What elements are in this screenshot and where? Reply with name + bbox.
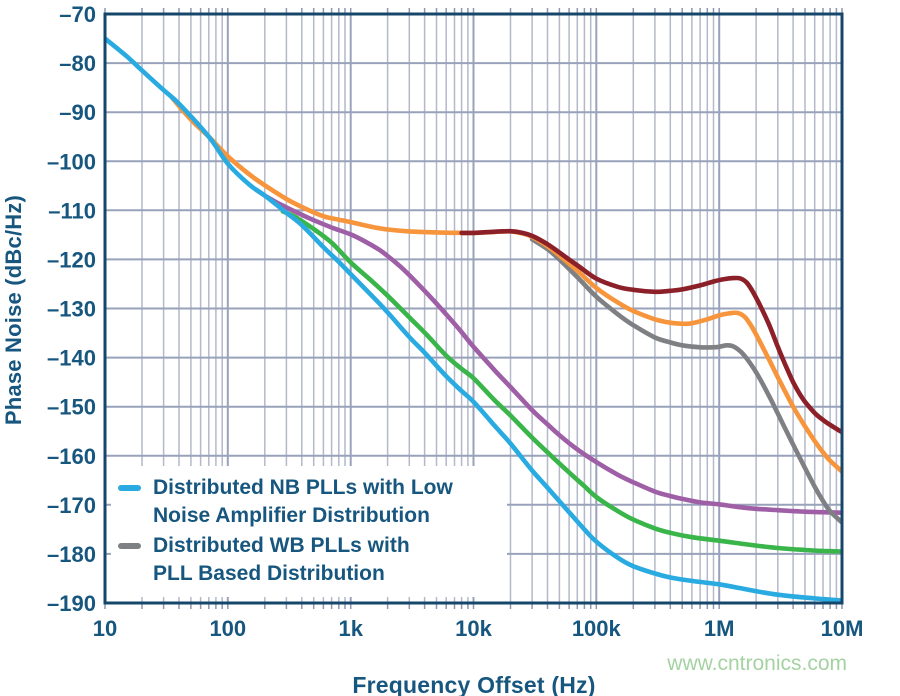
curve-green-pll [280,209,842,554]
legend-label-wb-line2: PLL Based Distribution [153,562,385,585]
legend-swatch-wb [118,543,141,549]
y-tick-label: –190 [47,591,96,616]
y-tick-label: –80 [59,51,96,76]
curve-purple-pll [253,187,842,515]
legend-item-nb-plls: Distributed NB PLLs with Low Noise Ampli… [111,474,507,530]
y-tick-label: –180 [47,542,96,567]
x-axis-title: Frequency Offset (Hz) [352,672,596,696]
x-tick-label: 1M [704,616,735,641]
curve-maroon-pll [459,228,842,435]
watermark: www.cntronics.com [667,652,847,675]
legend-label-wb: Distributed WB PLLs with PLL Based Distr… [153,532,410,588]
y-axis-title: Phase Noise (dBc/Hz) [1,194,26,426]
x-tick-label: 10M [821,616,864,641]
legend: Distributed NB PLLs with Low Noise Ampli… [111,466,507,597]
legend-item-wb-plls: Distributed WB PLLs with PLL Based Distr… [111,532,507,588]
y-tick-labels: –70 –80 –90 –100 –110 –120 –130 –140 –150 –160 –17… [47,2,96,616]
y-tick-label: –140 [47,346,96,371]
y-tick-label: –100 [47,149,96,174]
y-tick-label: –150 [47,395,96,420]
x-tick-label: 100k [572,616,622,641]
y-tick-label: –70 [59,2,96,27]
y-tick-label: –170 [47,493,96,518]
x-tick-label: 1k [338,616,363,641]
legend-label-wb-line1: Distributed WB PLLs with [153,534,410,557]
x-tick-label: 100 [209,616,246,641]
curve-distributed-nb-plls-low-noise-amplifier-distribution [105,36,842,603]
y-tick-label: –110 [48,198,96,223]
curve-orange-pll [169,95,842,474]
y-tick-label: –160 [47,444,96,469]
legend-label-nb-line2: Noise Amplifier Distribution [153,504,430,527]
curve-distributed-wb-plls-pll-based-distribution [529,237,842,525]
x-tick-label: 10 [93,616,117,641]
y-tick-label: –90 [59,100,96,125]
y-tick-label: –120 [47,247,96,272]
x-tick-labels: 10 100 1k 10k 100k 1M 10M [93,616,864,641]
x-tick-label: 10k [455,616,492,641]
plot-border [103,12,844,605]
y-tick-label: –130 [47,297,96,322]
legend-label-nb-line1: Distributed NB PLLs with Low [153,476,453,499]
legend-label-nb: Distributed NB PLLs with Low Noise Ampli… [153,474,453,530]
legend-swatch-nb [118,485,141,491]
